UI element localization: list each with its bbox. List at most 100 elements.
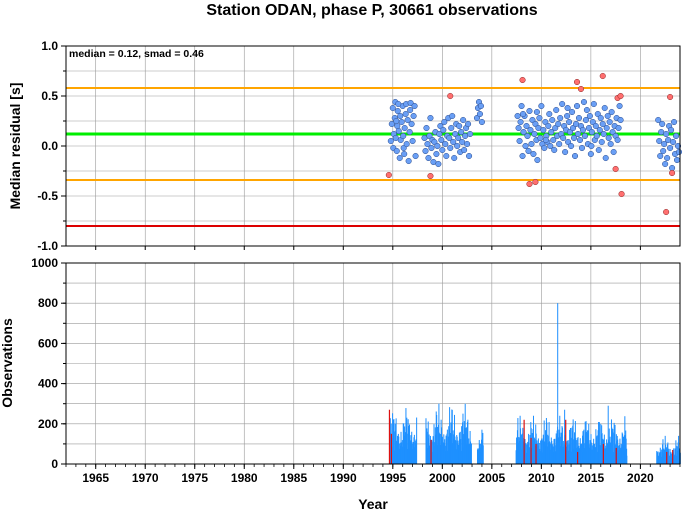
residual-point	[574, 130, 582, 138]
observation-bar	[436, 415, 438, 464]
residual-point	[566, 118, 573, 126]
residual-point	[423, 124, 430, 132]
residual-point	[540, 126, 547, 134]
residual-point	[402, 110, 409, 118]
residual-point	[670, 138, 677, 146]
year-tick-label: 1965	[82, 471, 109, 485]
residual-point	[570, 134, 578, 142]
residual-point	[395, 100, 402, 108]
observation-bar	[561, 427, 563, 464]
observation-bar	[572, 419, 574, 464]
observation-bar	[393, 419, 395, 464]
residual-point	[550, 136, 557, 144]
residual-point	[465, 120, 472, 128]
residual-point	[571, 152, 579, 160]
residual-point	[520, 128, 527, 136]
residual-point	[531, 130, 538, 138]
residual-point	[425, 154, 432, 162]
residual-point	[547, 142, 554, 150]
observations-y-tick-label: 200	[38, 417, 58, 431]
observations-y-tick-label: 600	[38, 336, 58, 350]
observation-bar	[482, 445, 484, 464]
outlier-bar	[666, 451, 668, 464]
residual-panel: 1.0 0.5 0.0 -0.5 -1.0 median = 0.12, smad = …	[7, 39, 683, 253]
observation-bar	[470, 443, 472, 464]
outlier-point	[385, 171, 392, 179]
residual-point	[556, 140, 563, 148]
residual-point	[655, 116, 662, 124]
year-x-ticks: 1965 1970 1975 1980 1985 1990 1995 2000 2005 2010…	[65, 464, 681, 485]
residual-point	[410, 112, 417, 120]
residual-y-tick-label: -0.5	[37, 189, 58, 203]
observation-bar	[462, 413, 464, 464]
outlier-point	[532, 178, 539, 186]
outlier-bar	[530, 437, 532, 464]
residual-point	[439, 146, 446, 154]
residual-point	[575, 114, 583, 122]
residual-point	[656, 137, 663, 145]
residual-point	[405, 157, 412, 165]
residual-point	[450, 138, 457, 146]
year-tick-label: 2010	[528, 471, 555, 485]
residual-point	[537, 134, 544, 142]
median-smad-annotation: median = 0.12, smad = 0.46	[69, 48, 204, 60]
residual-point	[580, 98, 587, 106]
year-tick-label: 1975	[181, 471, 208, 485]
residual-point	[515, 124, 522, 132]
residual-point	[675, 148, 683, 156]
residual-point	[446, 134, 453, 142]
residual-point	[466, 152, 473, 160]
residual-point	[663, 130, 670, 138]
observation-bar	[557, 303, 559, 464]
observations-y-tick-label: 800	[38, 296, 58, 310]
residual-point	[407, 106, 414, 114]
outlier-point	[519, 76, 526, 84]
residual-point	[442, 140, 449, 148]
observation-bar	[675, 445, 677, 464]
residual-point	[588, 142, 595, 150]
residual-point	[393, 117, 400, 125]
residual-y-tick-label: 0.5	[41, 89, 58, 103]
observation-bar	[451, 410, 453, 464]
residual-point	[605, 134, 612, 142]
residual-point	[396, 154, 403, 162]
observation-bar	[570, 437, 572, 464]
residual-point	[602, 154, 609, 162]
residual-point	[592, 122, 599, 130]
outlier-point	[526, 180, 533, 188]
observation-bar	[673, 448, 675, 464]
residual-point	[476, 110, 484, 118]
observation-bar	[662, 439, 664, 464]
year-tick-label: 1985	[280, 471, 307, 485]
observation-bar	[607, 405, 609, 464]
observation-bar	[406, 433, 408, 464]
observation-bar	[617, 450, 619, 464]
residual-point	[568, 142, 575, 150]
residual-point	[590, 100, 597, 108]
residual-point	[662, 160, 669, 168]
residual-point	[595, 146, 602, 154]
outlier-point	[612, 165, 619, 173]
observation-bar	[467, 419, 469, 464]
observation-bar	[517, 418, 519, 464]
observation-bar	[416, 417, 418, 464]
observations-y-axis-label: Observations	[0, 318, 15, 408]
outlier-bar	[523, 419, 525, 464]
residual-y-tick-label: 0.0	[41, 139, 58, 153]
residual-point	[518, 102, 525, 110]
outlier-bar	[672, 449, 674, 464]
residual-point	[534, 156, 541, 164]
residual-point	[403, 140, 410, 148]
residual-point	[542, 136, 549, 144]
residual-point	[583, 106, 590, 114]
residual-point	[560, 134, 567, 142]
residual-point	[610, 148, 617, 156]
residual-point	[406, 128, 413, 136]
residual-point	[523, 122, 530, 130]
residual-point	[436, 130, 443, 138]
year-tick-label: 2020	[627, 471, 654, 485]
residual-point	[527, 126, 534, 134]
outlier-bar	[565, 419, 567, 464]
residual-point	[564, 104, 571, 112]
residual-point	[458, 128, 465, 136]
